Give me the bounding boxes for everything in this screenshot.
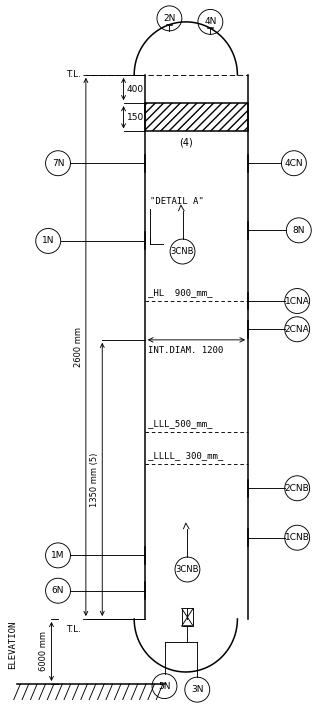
Text: INT.DIAM. 1200: INT.DIAM. 1200 — [148, 346, 223, 355]
Text: 2600 mm: 2600 mm — [74, 327, 83, 367]
Text: 2CNA: 2CNA — [285, 325, 310, 333]
Text: 1350 mm (5): 1350 mm (5) — [90, 452, 99, 507]
Text: 7N: 7N — [52, 159, 64, 168]
Text: 3CNB: 3CNB — [176, 565, 199, 574]
Text: ELEVATION: ELEVATION — [8, 620, 17, 668]
Text: 2CNB: 2CNB — [285, 484, 310, 493]
Ellipse shape — [286, 218, 311, 243]
Ellipse shape — [46, 543, 70, 568]
Ellipse shape — [170, 239, 195, 264]
Text: _LLLL_ 300_mm_: _LLLL_ 300_mm_ — [148, 451, 223, 460]
Text: "DETAIL A": "DETAIL A" — [150, 197, 204, 205]
Text: 3N: 3N — [191, 685, 204, 694]
Text: 4N: 4N — [204, 18, 216, 26]
Bar — [145, 103, 248, 132]
Text: 6000 mm: 6000 mm — [39, 632, 48, 671]
Ellipse shape — [185, 677, 210, 702]
Text: 8N: 8N — [292, 226, 305, 235]
Ellipse shape — [281, 151, 306, 176]
Ellipse shape — [46, 578, 70, 603]
Ellipse shape — [285, 316, 310, 342]
Ellipse shape — [36, 229, 61, 253]
Text: 1M: 1M — [51, 551, 65, 560]
Text: 1CNA: 1CNA — [285, 297, 310, 306]
Text: 150: 150 — [127, 113, 144, 122]
Text: 1N: 1N — [42, 236, 54, 246]
Ellipse shape — [152, 673, 177, 699]
Ellipse shape — [198, 9, 223, 35]
Text: 400: 400 — [127, 84, 144, 93]
Text: 3CNB: 3CNB — [171, 247, 194, 256]
Text: 5N: 5N — [158, 682, 171, 690]
Ellipse shape — [46, 151, 70, 176]
Ellipse shape — [285, 476, 310, 501]
Ellipse shape — [157, 6, 182, 31]
Ellipse shape — [285, 289, 310, 314]
Text: T.L.: T.L. — [66, 624, 81, 634]
Text: 4CN: 4CN — [285, 159, 303, 168]
Text: _LLL_500_mm_: _LLL_500_mm_ — [148, 419, 213, 428]
Text: _HL  900_mm_: _HL 900_mm_ — [148, 288, 213, 297]
Ellipse shape — [285, 525, 310, 550]
Text: T.L.: T.L. — [66, 70, 81, 79]
Text: 6N: 6N — [52, 586, 64, 595]
Text: 1CNB: 1CNB — [285, 533, 310, 542]
Text: (4): (4) — [179, 137, 193, 147]
Text: 2N: 2N — [163, 14, 176, 23]
Ellipse shape — [175, 557, 200, 582]
Bar — [182, 608, 193, 626]
